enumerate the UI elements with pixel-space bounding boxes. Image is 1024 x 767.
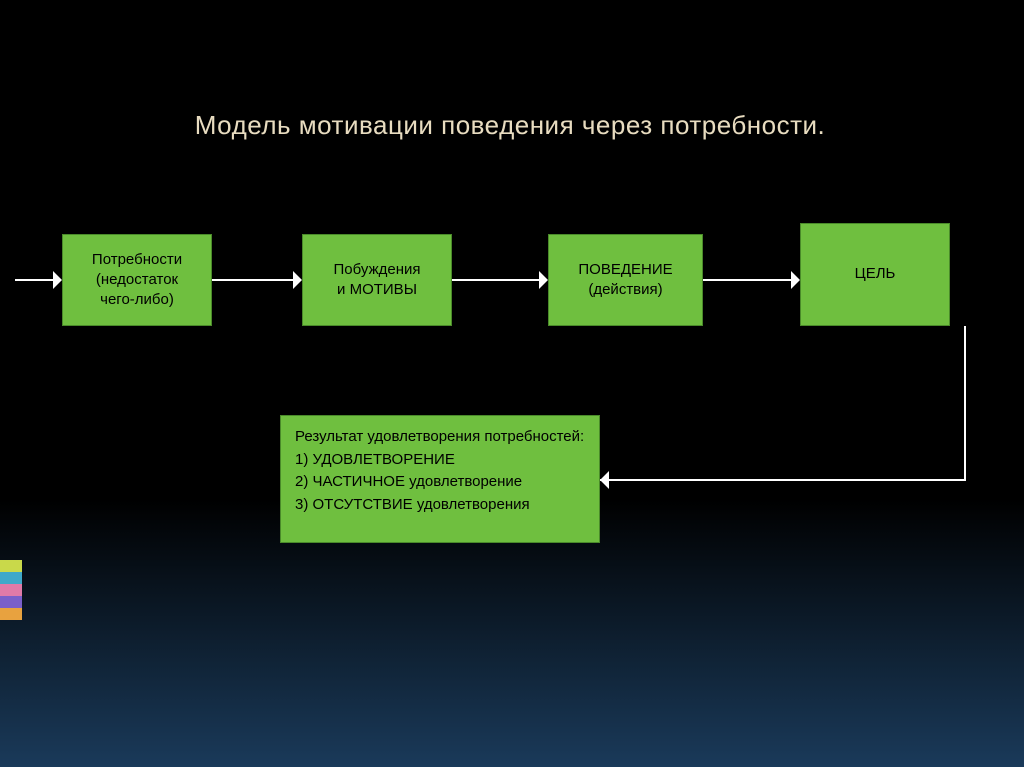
decoration-block: [0, 584, 22, 596]
result-heading: Результат удовлетворения потребностей:: [295, 426, 585, 449]
result-node: Результат удовлетворения потребностей:1)…: [280, 415, 600, 543]
feedback-segment: [600, 479, 965, 481]
arrow-edge-left-to-needs: [15, 279, 53, 281]
arrow-head-icon: [791, 271, 800, 289]
result-item: 1) УДОВЛЕТВОРЕНИЕ: [295, 449, 585, 472]
arrow-behavior-to-goal: [703, 279, 791, 281]
arrow-motives-to-behavior: [452, 279, 539, 281]
arrow-head-icon: [293, 271, 302, 289]
arrow-head-icon: [539, 271, 548, 289]
node-motives: Побуждения и МОТИВЫ: [302, 234, 452, 326]
feedback-arrow-head-icon: [600, 471, 609, 489]
decoration-block: [0, 596, 22, 608]
node-behavior: ПОВЕДЕНИЕ (действия): [548, 234, 703, 326]
sidebar-decoration: [0, 560, 22, 620]
node-goal: ЦЕЛЬ: [800, 223, 950, 326]
arrow-head-icon: [53, 271, 62, 289]
node-needs: Потребности (недостаток чего-либо): [62, 234, 212, 326]
decoration-block: [0, 560, 22, 572]
slide-title: Модель мотивации поведения через потребн…: [60, 110, 960, 141]
result-item: 2) ЧАСТИЧНОЕ удовлетворение: [295, 471, 585, 494]
arrow-needs-to-motives: [212, 279, 293, 281]
result-item: 3) ОТСУТСТВИЕ удовлетворения: [295, 494, 585, 517]
diagram-canvas: Модель мотивации поведения через потребн…: [0, 0, 1024, 767]
feedback-segment: [964, 326, 966, 481]
decoration-block: [0, 608, 22, 620]
decoration-block: [0, 572, 22, 584]
